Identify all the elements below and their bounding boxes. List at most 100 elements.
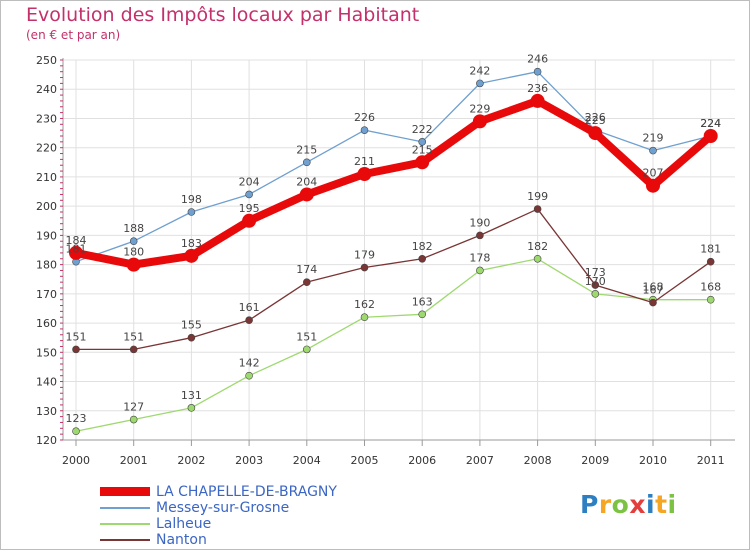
data-point [646, 178, 660, 193]
data-label: 123 [66, 412, 87, 425]
data-label: 225 [585, 114, 606, 127]
data-point [72, 427, 80, 436]
data-label: 180 [123, 246, 144, 259]
data-point [418, 310, 427, 319]
data-point [533, 67, 542, 76]
data-label: 127 [123, 401, 144, 414]
y-tick-label: 160 [36, 317, 57, 330]
y-tick-label: 190 [36, 229, 57, 242]
data-point [476, 79, 484, 88]
chart-subtitle: (en € et par an) [26, 28, 121, 42]
y-tick-label: 130 [36, 405, 57, 418]
series-line [75, 71, 712, 263]
data-label: 242 [469, 64, 490, 77]
data-label: 207 [643, 167, 664, 180]
data-label: 224 [700, 117, 721, 130]
data-label: 219 [643, 132, 664, 145]
data-point [588, 126, 603, 141]
data-label: 168 [700, 281, 721, 294]
data-point [418, 138, 427, 146]
x-tick-label: 2002 [177, 454, 205, 467]
series-line [75, 208, 712, 351]
data-label: 142 [239, 357, 260, 370]
logo-letter: r [598, 490, 612, 519]
data-label: 167 [643, 284, 664, 297]
data-label: 151 [66, 330, 87, 343]
data-point [591, 290, 600, 298]
plot-area [63, 60, 735, 440]
logo-letter: x [629, 490, 646, 519]
data-label: 198 [181, 193, 202, 206]
data-label: 162 [354, 298, 375, 311]
data-label: 182 [412, 240, 433, 253]
data-point [129, 237, 138, 246]
y-tick-label: 240 [36, 83, 57, 96]
data-label: 161 [239, 301, 260, 314]
chart-title: Evolution des Impôts locaux par Habitant [26, 4, 420, 26]
data-point [302, 345, 311, 354]
data-point [476, 231, 484, 240]
data-label: 178 [469, 251, 490, 264]
data-label: 163 [412, 295, 433, 308]
y-tick-label: 140 [36, 376, 57, 389]
x-tick-label: 2010 [639, 454, 667, 467]
data-point [706, 295, 715, 304]
legend-label: LA CHAPELLE-DE-BRAGNY [156, 484, 337, 500]
y-tick-label: 120 [36, 434, 57, 447]
x-tick-label: 2011 [697, 454, 725, 467]
data-label: 183 [181, 237, 202, 250]
data-label: 236 [527, 82, 548, 95]
data-label: 188 [123, 222, 144, 235]
data-point [360, 126, 369, 134]
data-point [706, 257, 715, 266]
x-tick-label: 2008 [524, 454, 552, 467]
data-label: 224 [700, 117, 721, 130]
data-point [69, 245, 83, 260]
data-label: 174 [296, 263, 317, 276]
x-tick-label: 2001 [120, 454, 148, 467]
y-tick-label: 180 [36, 259, 57, 272]
data-point [126, 257, 141, 272]
data-point [357, 167, 372, 181]
data-label: 179 [354, 249, 375, 262]
x-tick-label: 2005 [351, 454, 379, 467]
data-label: 215 [296, 143, 317, 156]
proxiti-logo: Proxiti [580, 490, 677, 519]
data-point [242, 213, 257, 228]
legend-label: Messey-sur-Grosne [156, 500, 290, 516]
x-tick-label: 2007 [466, 454, 494, 467]
data-point [187, 333, 196, 342]
data-point [533, 205, 542, 213]
data-label: 151 [123, 330, 144, 343]
legend-swatch [100, 507, 150, 509]
legend-item-la-chapelle: LA CHAPELLE-DE-BRAGNY [100, 484, 420, 500]
data-label: 155 [181, 319, 202, 332]
y-tick-label: 200 [36, 200, 57, 213]
y-tick-label: 220 [36, 142, 57, 155]
series-line [72, 96, 715, 269]
y-tick-label: 210 [36, 171, 57, 184]
data-label: 226 [354, 111, 375, 124]
data-label: 246 [527, 53, 548, 66]
data-label: 211 [354, 155, 375, 168]
data-label: 184 [66, 234, 87, 247]
logo-letter: P [580, 490, 599, 519]
legend: LA CHAPELLE-DE-BRAGNY Messey-sur-Grosne … [100, 484, 420, 548]
y-tick-label: 230 [36, 112, 57, 125]
logo-letter: i [667, 490, 677, 519]
data-point [302, 278, 311, 286]
data-point [360, 263, 369, 272]
data-label: 181 [700, 243, 721, 256]
data-point [415, 155, 430, 170]
data-label: 199 [527, 190, 548, 203]
y-tick-label: 150 [36, 346, 57, 359]
data-label: 190 [469, 216, 490, 229]
x-tick-label: 2000 [62, 454, 90, 467]
legend-label: Nanton [156, 532, 207, 548]
legend-item-nanton: Nanton [100, 532, 420, 548]
data-label: 195 [239, 202, 260, 215]
y-tick-label: 250 [36, 54, 57, 67]
data-point [649, 146, 657, 155]
data-label: 168 [643, 281, 664, 294]
data-label: 204 [296, 175, 317, 188]
